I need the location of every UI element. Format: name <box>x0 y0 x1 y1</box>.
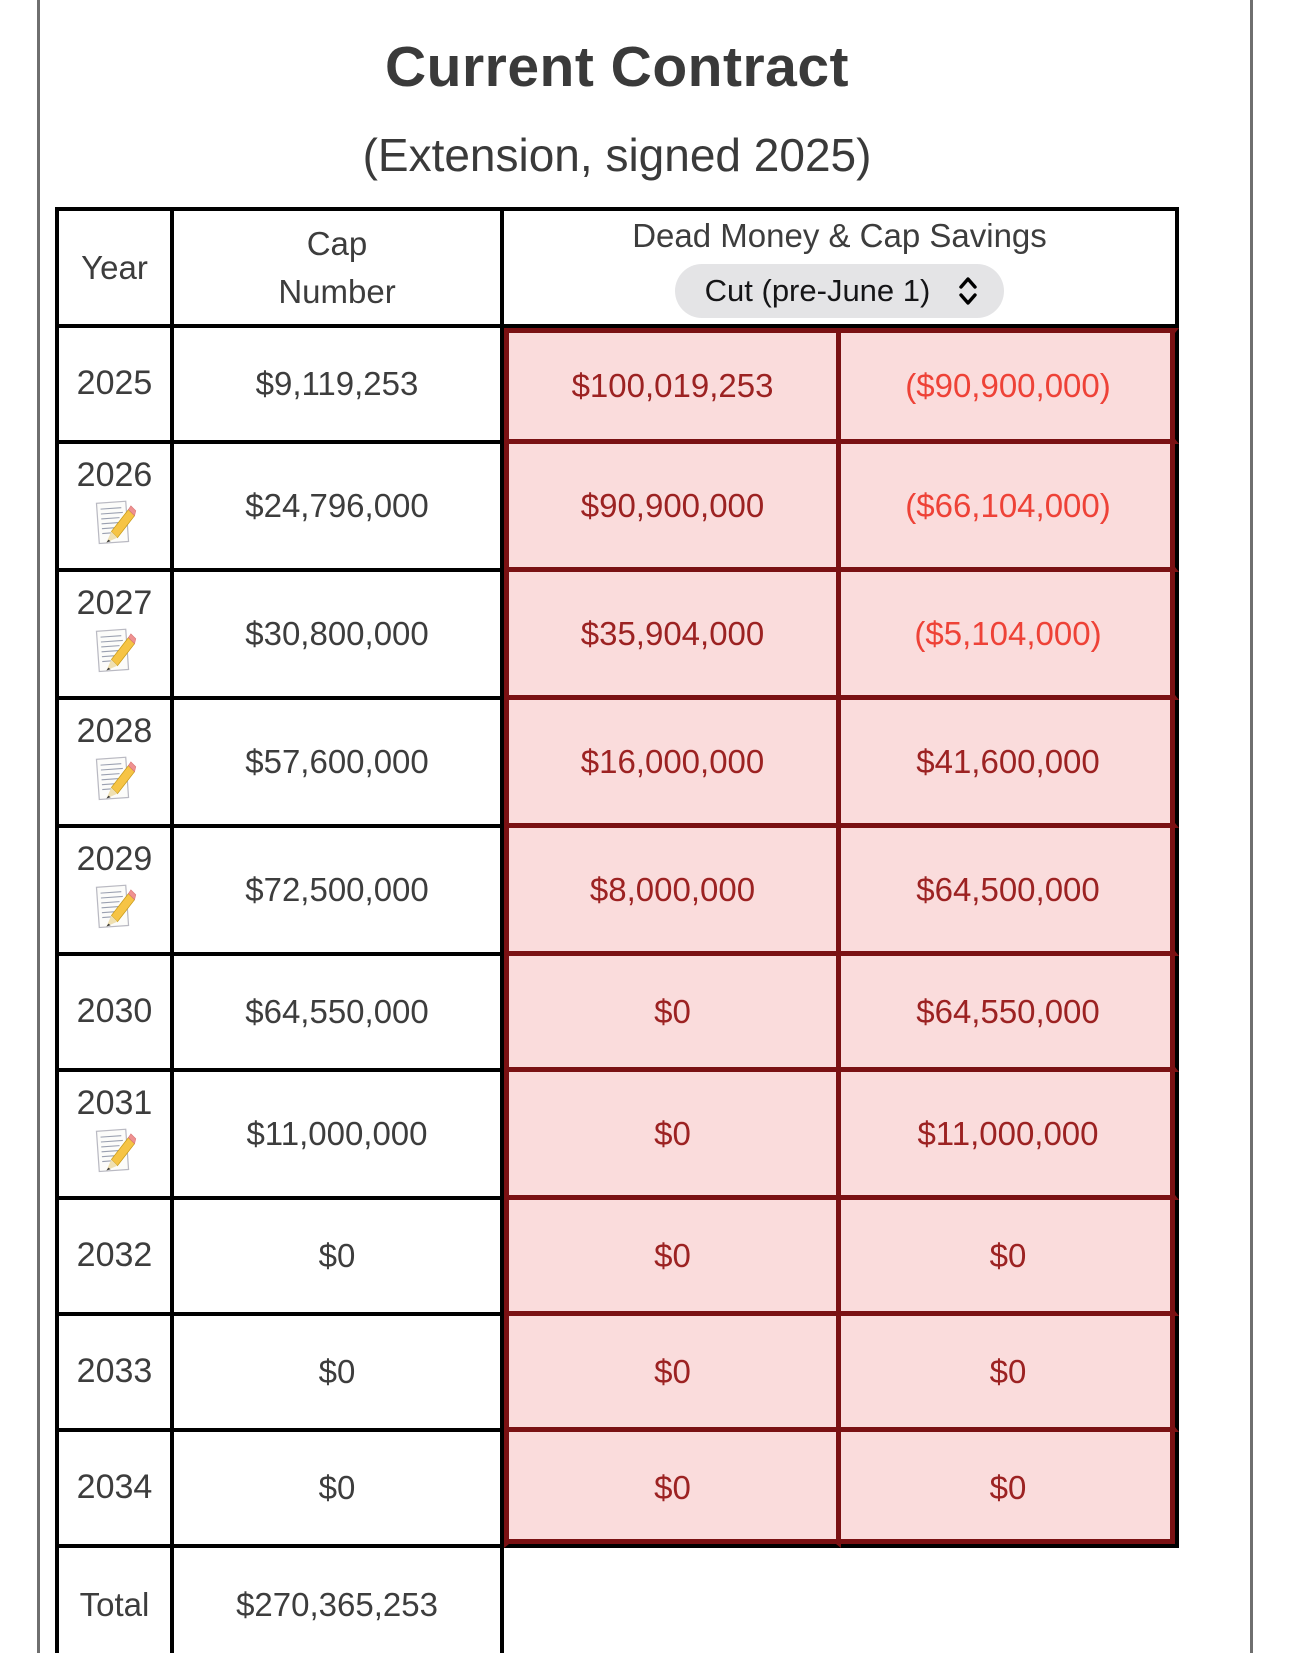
dead-money-cell: $0 <box>504 1316 841 1432</box>
dead-money-cell: $8,000,000 <box>504 828 841 956</box>
dead-money-cell: $16,000,000 <box>504 700 841 828</box>
memo-icon[interactable] <box>59 882 170 939</box>
year-label: 2027 <box>76 583 153 622</box>
cap-number-cell: $72,500,000 <box>174 828 504 956</box>
memo-icon[interactable] <box>59 754 170 811</box>
cap-number-cell: $64,550,000 <box>174 956 504 1072</box>
cap-number-cell: $0 <box>174 1432 504 1548</box>
total-row-empty-area <box>504 1548 1179 1653</box>
header-row: Year Cap Number Dead Money & Cap Savings… <box>59 211 1179 328</box>
cap-savings-cell: $41,600,000 <box>841 700 1179 828</box>
year-cell: 2033 <box>59 1316 174 1432</box>
year-cell: 2027 <box>59 572 174 700</box>
year-cell: 2032 <box>59 1200 174 1316</box>
page-title: Current Contract <box>384 35 850 99</box>
cap-savings-cell: ($90,900,000) <box>841 328 1179 444</box>
memo-icon[interactable] <box>59 1126 170 1183</box>
table-row: 2034 <box>59 1432 1179 1548</box>
year-label: 2033 <box>76 1352 153 1391</box>
memo-icon[interactable] <box>59 626 170 683</box>
cap-number-cell: $0 <box>174 1316 504 1432</box>
total-cap-number-cell: $270,365,253 <box>174 1548 504 1653</box>
dead-money-cell: $0 <box>504 956 841 1072</box>
year-label: 2034 <box>76 1468 153 1507</box>
year-header-label: Year <box>81 248 148 286</box>
contract-cap-table: Year Cap Number Dead Money & Cap Savings… <box>55 207 1179 1653</box>
table-row: 2029 <box>59 828 1179 956</box>
year-label: 2025 <box>76 364 153 403</box>
year-label: 2028 <box>76 711 153 750</box>
year-cell: 2029 <box>59 828 174 956</box>
year-cell: 2030 <box>59 956 174 1072</box>
cap-number-cell: $30,800,000 <box>174 572 504 700</box>
cap-savings-cell: ($5,104,000) <box>841 572 1179 700</box>
page-right-rule <box>1250 0 1253 1653</box>
year-label: 2030 <box>76 992 153 1031</box>
contract-panel: Current Contract (Extension, signed 2025… <box>55 0 1179 1653</box>
year-cell: 2028 <box>59 700 174 828</box>
year-label: 2029 <box>76 839 153 878</box>
table-row: 2027 <box>59 572 1179 700</box>
table-row: 2031 <box>59 1072 1179 1200</box>
year-label: 2026 <box>76 455 153 494</box>
total-row: Total $270,365,253 <box>59 1548 1179 1653</box>
cap-savings-cell: $0 <box>841 1200 1179 1316</box>
cap-savings-cell: $0 <box>841 1316 1179 1432</box>
memo-icon[interactable] <box>59 498 170 555</box>
table-row: 2033 <box>59 1316 1179 1432</box>
cap-number-cell: $9,119,253 <box>174 328 504 444</box>
chevrons-up-down-icon <box>959 277 978 305</box>
year-cell: 2025 <box>59 328 174 444</box>
dead-money-cell: $0 <box>504 1200 841 1316</box>
year-label: 2032 <box>76 1236 153 1275</box>
page-left-rule <box>37 0 40 1653</box>
cap-number-cell: $11,000,000 <box>174 1072 504 1200</box>
cap-savings-cell: $64,550,000 <box>841 956 1179 1072</box>
total-label-cell: Total <box>59 1548 174 1653</box>
year-column-header: Year <box>59 211 174 328</box>
dead-money-header-label: Dead Money & Cap Savings <box>632 217 1047 254</box>
cap-savings-cell: $64,500,000 <box>841 828 1179 956</box>
cap-savings-cell: $11,000,000 <box>841 1072 1179 1200</box>
table-row: 2026 <box>59 444 1179 572</box>
dead-money-cell: $0 <box>504 1072 841 1200</box>
cap-savings-cell: $0 <box>841 1432 1179 1548</box>
total-cap-number: $270,365,253 <box>236 1586 438 1623</box>
dead-money-scenario-select[interactable]: Cut (pre-June 1) <box>674 264 1005 318</box>
dead-money-cell: $0 <box>504 1432 841 1548</box>
page-subtitle: (Extension, signed 2025) <box>362 129 872 181</box>
year-cell: 2026 <box>59 444 174 572</box>
cap-number-column-header: Cap Number <box>174 211 504 328</box>
dead-money-cell: $90,900,000 <box>504 444 841 572</box>
year-cell: 2031 <box>59 1072 174 1200</box>
scenario-select-value: Cut (pre-June 1) <box>704 273 931 308</box>
dead-money-group-header: Dead Money & Cap Savings Cut (pre-June 1… <box>504 211 1179 328</box>
cap-number-header-label: Cap Number <box>278 224 396 310</box>
table-row: 2032 <box>59 1200 1179 1316</box>
dead-money-cell: $100,019,253 <box>504 328 841 444</box>
cap-number-cell: $0 <box>174 1200 504 1316</box>
cap-number-cell: $24,796,000 <box>174 444 504 572</box>
cap-savings-cell: ($66,104,000) <box>841 444 1179 572</box>
dead-money-cell: $35,904,000 <box>504 572 841 700</box>
year-label: 2031 <box>76 1083 153 1122</box>
cap-number-cell: $57,600,000 <box>174 700 504 828</box>
year-cell: 2034 <box>59 1432 174 1548</box>
table-row: 2025 <box>59 328 1179 444</box>
table-row: 2028 <box>59 700 1179 828</box>
table-row: 2030 <box>59 956 1179 1072</box>
total-label: Total <box>79 1586 150 1623</box>
